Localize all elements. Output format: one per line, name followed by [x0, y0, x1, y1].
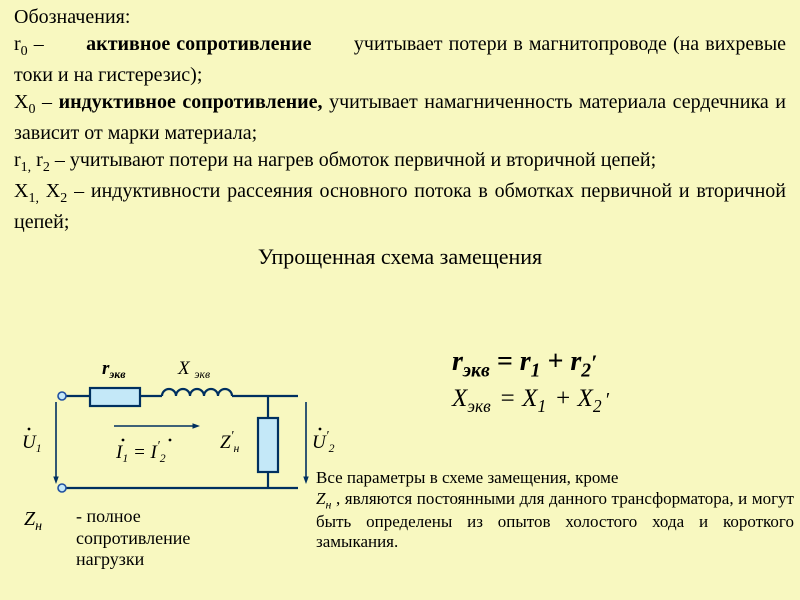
r0-bold: активное сопротивление: [86, 33, 311, 55]
svg-text:X экв: X экв: [177, 358, 210, 381]
svg-text:U′2: U′2: [312, 428, 335, 455]
bottom-zn: Zн: [316, 489, 331, 508]
para-x12: X1, X2 – индуктивности рассеяния основно…: [14, 178, 786, 236]
para-x0: X0 – индуктивное сопротивление, учитывае…: [14, 89, 786, 147]
bottom-b: , являются постоянными для данного транс…: [316, 489, 794, 552]
para-r0: r0 – активное сопротивление учитывает по…: [14, 31, 786, 89]
para-r12: r1, r2 – учитывают потери на нагрев обмо…: [14, 147, 786, 178]
equations: rэкв = r1 + r2′ Xэкв = X1 + X2′: [452, 346, 788, 417]
r0-dash: –: [28, 33, 50, 55]
zn-description: - полное сопротивление нагрузки: [76, 506, 246, 571]
x0-bold: индуктивное сопротивление,: [59, 91, 323, 113]
x2-sym: X: [39, 180, 60, 202]
r1-sub: 1,: [21, 160, 32, 175]
schema-title: Упрощенная схема замещения: [14, 244, 786, 270]
r0-sub: 0: [21, 44, 28, 59]
r0-sym: r: [14, 33, 21, 55]
svg-text:rэкв: rэкв: [102, 358, 126, 381]
svg-text:I1 = I′2: I1 = I′2: [115, 438, 166, 465]
r2-sym: r: [31, 149, 43, 171]
r1-sym: r: [14, 149, 21, 171]
x1-sym: X: [14, 180, 28, 202]
x12-tail: – индуктивности рассеяния основного пото…: [14, 180, 786, 233]
x0-dash: –: [35, 91, 58, 113]
svg-text:Z′н: Z′н: [220, 428, 240, 455]
zn-symbol: Zн: [24, 508, 42, 535]
r2-sub: 2: [43, 160, 50, 175]
svg-text:U1: U1: [22, 432, 42, 455]
bottom-note: Все параметры в схеме замещения, кроме Z…: [316, 468, 794, 553]
x0-sym: X: [14, 91, 28, 113]
eq-r: rэкв = r1 + r2′: [452, 346, 788, 383]
bottom-a: Все параметры в схеме замещения, кроме: [316, 468, 618, 487]
r12-tail: – учитывают потери на нагрев обмоток пер…: [50, 149, 656, 171]
x1-sub: 1,: [28, 191, 39, 206]
notations-header: Обозначения:: [14, 6, 786, 29]
eq-x: Xэкв = X1 + X2′: [452, 385, 788, 417]
